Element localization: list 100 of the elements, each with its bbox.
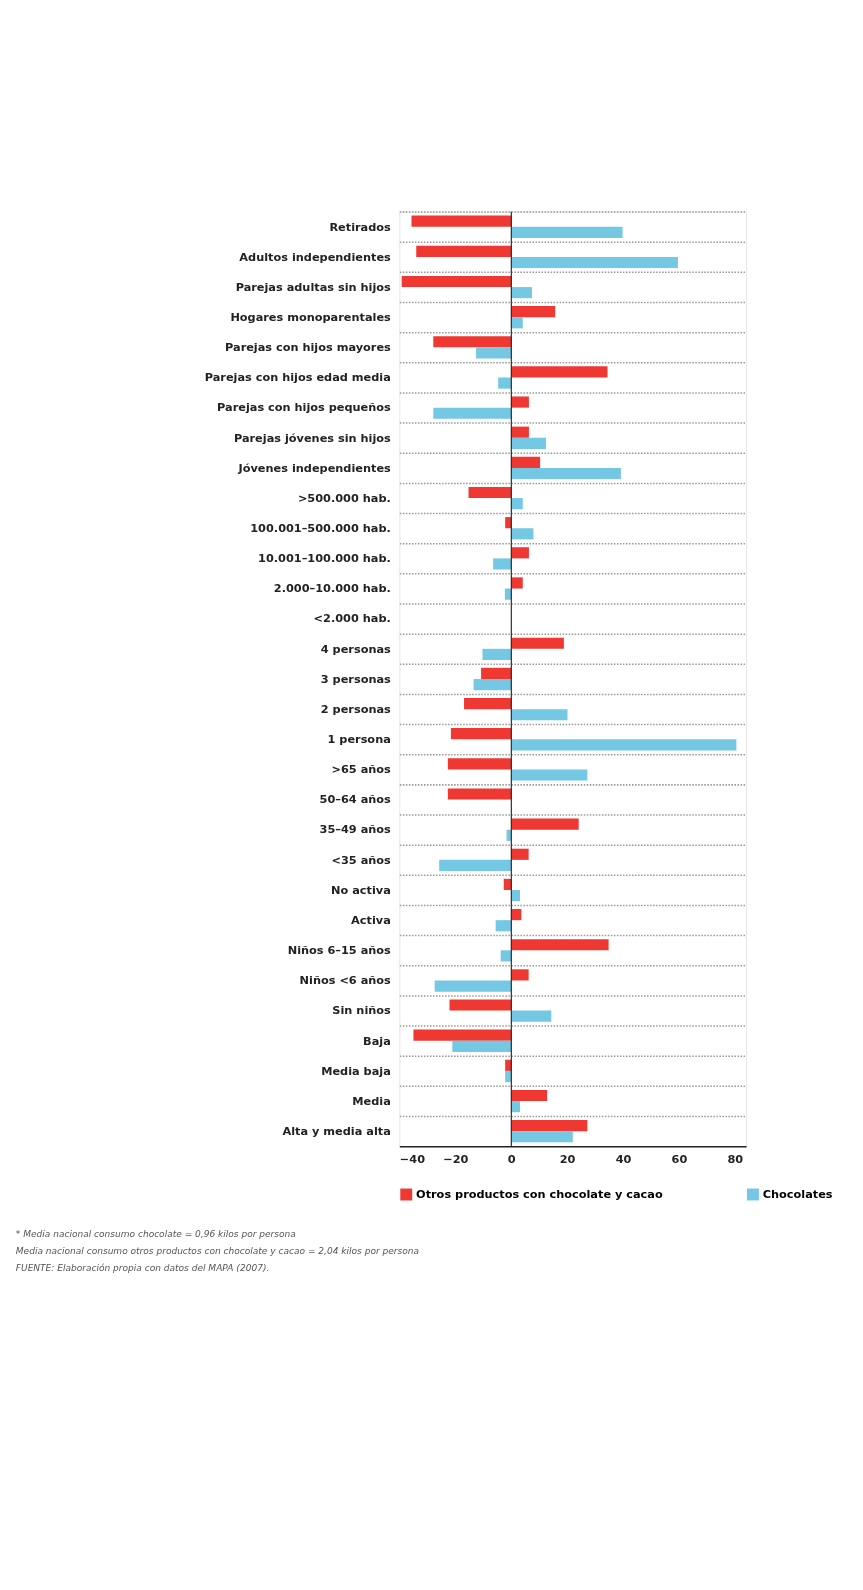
- y-tick-label: Niños <6 años: [299, 974, 392, 988]
- x-tick-label: 60: [671, 1153, 688, 1167]
- bar: [511, 969, 529, 981]
- y-tick-label: Parejas jóvenes sin hijos: [233, 431, 392, 445]
- bar: [505, 517, 512, 529]
- bar: [511, 1120, 588, 1132]
- bar: [503, 878, 512, 891]
- bar: [450, 728, 512, 740]
- y-tick-label: No activa: [331, 883, 391, 897]
- bar: [511, 498, 523, 510]
- source-note: FUENTE: Elaboración propia con datos del MAPA (2007).: [15, 1262, 270, 1273]
- bar: [511, 306, 556, 318]
- y-tick-label: 1 persona: [327, 733, 391, 747]
- y-tick-label: Parejas con hijos edad media: [204, 371, 391, 385]
- bar: [401, 275, 512, 288]
- y-tick-label: Parejas con hijos pequeños: [217, 401, 392, 415]
- bar: [500, 950, 512, 962]
- bar: [511, 1101, 520, 1113]
- bar: [511, 1010, 552, 1022]
- y-tick-label: Niños 6–15 años: [287, 944, 392, 958]
- y-tick-label: Jóvenes independientes: [237, 461, 392, 475]
- bar: [433, 407, 512, 419]
- y-tick-label: 2 personas: [320, 702, 392, 716]
- bar: [511, 437, 546, 449]
- bar: [481, 667, 512, 679]
- bar: [416, 245, 512, 257]
- bar: [511, 739, 737, 751]
- y-tick-label: 50–64 años: [319, 793, 392, 807]
- bar: [511, 637, 564, 649]
- bar: [447, 758, 512, 770]
- y-tick-label: 2.000–10.000 hab.: [273, 582, 391, 596]
- y-tick-label: 100.001–500.000 hab.: [250, 522, 391, 536]
- bar: [473, 678, 512, 691]
- y-tick-label: <35 años: [331, 853, 392, 867]
- bar: [511, 396, 529, 408]
- bar: [511, 848, 529, 860]
- bar: [511, 890, 520, 902]
- y-tick-label: Alta y media alta: [282, 1124, 391, 1138]
- y-tick-label: Retirados: [329, 220, 392, 234]
- bar: [511, 1089, 548, 1102]
- y-tick-label: >500.000 hab.: [297, 491, 391, 505]
- x-tick-label: 40: [615, 1153, 632, 1167]
- x-tick-label: 80: [727, 1153, 744, 1167]
- y-tick-label: Media: [352, 1094, 391, 1108]
- text: * Media nacional consumo chocolate = 0,96 kilos por persona: [15, 1229, 296, 1240]
- y-tick-label: Hogares monoparentales: [230, 310, 392, 324]
- y-tick-label: Sin niños: [332, 1004, 392, 1018]
- bar: [511, 456, 541, 468]
- y-tick-label: 3 personas: [320, 672, 392, 686]
- y-tick-label: >65 años: [331, 763, 392, 777]
- bar: [511, 577, 523, 589]
- y-tick-label: 35–49 años: [319, 823, 392, 837]
- x-tick-label: −40: [399, 1153, 426, 1167]
- x-tick-label: 0: [507, 1153, 516, 1167]
- bar: [439, 859, 512, 872]
- y-tick-label: Parejas con hijos mayores: [225, 341, 392, 355]
- y-tick-label: 10.001–100.000 hab.: [258, 552, 391, 566]
- y-tick-label: 4 personas: [320, 642, 392, 656]
- bar: [504, 588, 512, 600]
- bar: [511, 939, 609, 951]
- bar: [433, 336, 512, 348]
- bar: [434, 980, 512, 992]
- bar: [511, 547, 529, 559]
- bar: [447, 788, 512, 800]
- bar: [511, 1131, 573, 1143]
- bar: [413, 1029, 512, 1041]
- bar: [464, 697, 512, 710]
- bar: [511, 818, 579, 830]
- bar: [511, 426, 529, 438]
- bar: [411, 215, 512, 227]
- bar: [498, 377, 512, 389]
- bar: [476, 347, 512, 359]
- legend-label: Otros productos con chocolate y cacao: [416, 1188, 663, 1202]
- bar: [511, 528, 534, 540]
- legend-label: Chocolates: [762, 1188, 833, 1202]
- text: Media nacional consumo otros productos con chocolate y cacao = 2,04 kilos por persona: [15, 1246, 419, 1257]
- bar: [452, 1040, 512, 1052]
- x-tick-label: 20: [559, 1153, 576, 1167]
- y-tick-label: Media baja: [321, 1064, 391, 1078]
- bar: [449, 999, 512, 1011]
- bar: [511, 366, 608, 378]
- bar: [482, 648, 512, 660]
- y-tick-label: Activa: [351, 913, 391, 927]
- bar: [468, 486, 512, 499]
- bar: [511, 287, 532, 299]
- bar: [511, 769, 588, 781]
- bar: [511, 317, 523, 329]
- x-tick-label: −20: [443, 1153, 469, 1167]
- bar: [511, 709, 568, 721]
- y-tick-label: Adultos independientes: [239, 250, 392, 264]
- bar: [495, 920, 512, 932]
- bar: [493, 558, 512, 570]
- bar: [511, 256, 678, 269]
- y-tick-label: Baja: [363, 1034, 391, 1048]
- bar: [505, 1070, 512, 1083]
- y-tick-label: Parejas adultas sin hijos: [235, 280, 392, 294]
- bar: [505, 1059, 512, 1071]
- bar: [511, 467, 621, 480]
- bar: [511, 226, 623, 238]
- y-tick-label: <2.000 hab.: [313, 612, 391, 626]
